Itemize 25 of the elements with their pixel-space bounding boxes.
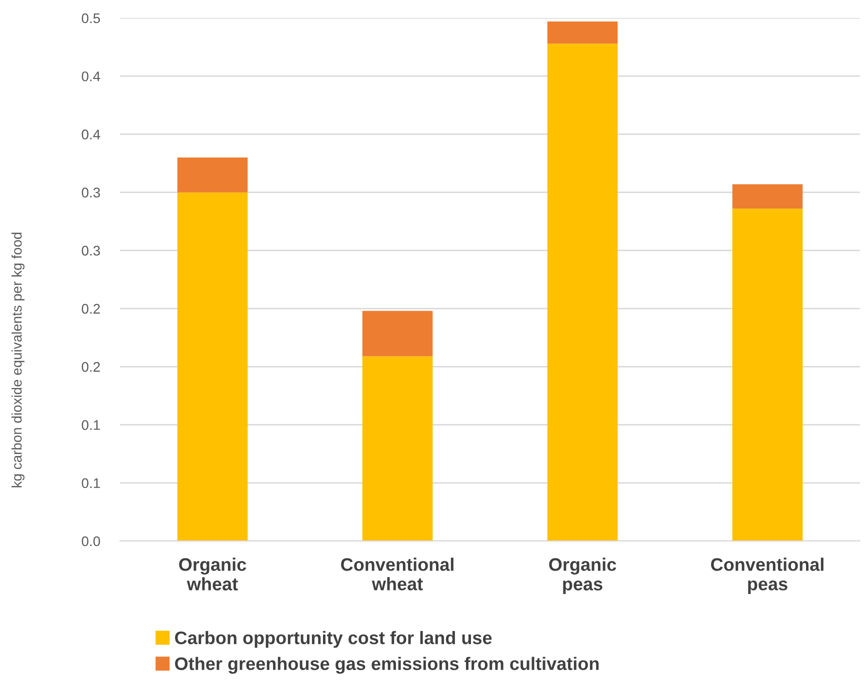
y-tick-label: 0.0 — [82, 536, 100, 546]
x-tick-label: Organic wheat — [179, 558, 246, 590]
y-tick-label: 0.1 — [82, 420, 100, 430]
legend-label: Carbon opportunity cost for land use — [175, 630, 492, 648]
bar — [547, 44, 618, 541]
y-tick-label: 0.3 — [82, 246, 100, 256]
y-tick-label: 0.4 — [82, 130, 100, 140]
bar — [547, 21, 618, 44]
bar — [362, 310, 433, 356]
y-tick-label: 0.3 — [82, 188, 100, 198]
x-tick-label: Organic peas — [549, 558, 616, 594]
bar — [177, 157, 248, 192]
bar — [177, 192, 248, 541]
bar — [732, 184, 803, 209]
x-tick-label: Conventional wheat — [341, 558, 454, 590]
y-axis-title: kg carbon dioxide equivalents per kg food — [12, 232, 24, 488]
y-tick-label: 0.2 — [82, 362, 100, 372]
bar — [362, 356, 433, 541]
y-tick-label: 0.5 — [82, 13, 100, 24]
legend-label: Other greenhouse gas emissions from cultivation — [175, 656, 599, 674]
y-tick-label: 0.4 — [82, 71, 100, 82]
y-tick-label: 0.2 — [82, 304, 100, 314]
y-tick-label: 0.1 — [82, 478, 100, 488]
x-tick-label: Conventional peas — [711, 558, 824, 594]
bar — [732, 208, 803, 541]
